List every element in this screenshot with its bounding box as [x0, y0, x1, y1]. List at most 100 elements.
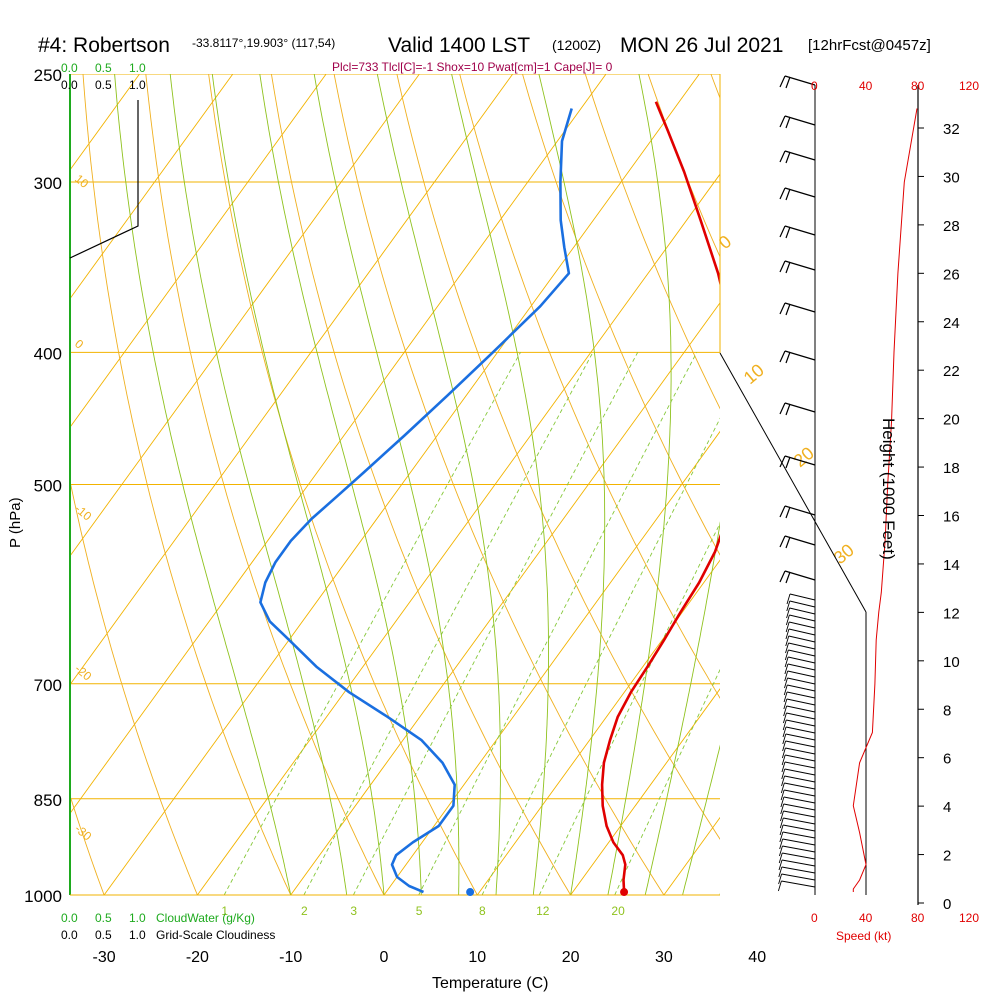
wind-barb-flag [782, 740, 787, 752]
wind-barb-flag [784, 670, 789, 682]
isotherm [70, 74, 607, 815]
moist-adiabat [644, 521, 720, 896]
dry-adiabat-label: -30 [72, 822, 95, 844]
wind-barb [787, 670, 816, 678]
wind-barb [785, 726, 816, 734]
wind-barb [784, 761, 816, 769]
wind-barb-flag [780, 796, 785, 808]
wind-barb-flag [779, 75, 786, 88]
dry-adiabat [522, 74, 720, 556]
wind-barb-flag [785, 536, 791, 549]
isotherm [70, 74, 327, 429]
wind-barb-flag [785, 151, 791, 164]
wind-barb [785, 740, 816, 748]
wind-barb [788, 635, 816, 643]
wind-barb [786, 698, 816, 706]
wind-barb-flag [786, 607, 791, 619]
wind-speed-profile [852, 108, 918, 892]
pressure-tick-label: 400 [34, 344, 62, 363]
isotherm [70, 74, 514, 686]
isotherm [851, 74, 1000, 895]
wind-barb-flag [784, 649, 789, 661]
speed-tick-bottom-0: 0 [811, 911, 818, 925]
wind-barb [781, 880, 816, 888]
cloud-scale-top-1: 1.0 [129, 61, 146, 75]
moist-adiabat-label: 20 [790, 443, 818, 471]
mixing-ratio-line [352, 352, 639, 896]
height-tick-label: 24 [943, 315, 960, 332]
height-tick-label: 18 [943, 460, 960, 477]
cloud-scale-top-05: 0.5 [95, 61, 112, 75]
wind-barb [788, 642, 816, 650]
dry-adiabat [584, 74, 720, 410]
wind-barb-flag [785, 635, 790, 647]
wind-barb-flag [779, 570, 786, 583]
mixing-ratio-label: 12 [536, 904, 550, 918]
surface-temperature-marker [620, 888, 629, 897]
dry-adiabat [82, 74, 292, 896]
utc-time: (1200Z) [552, 37, 601, 53]
wind-barb-flag [785, 506, 791, 519]
cloud-water-label: CloudWater (g/Kg) [156, 911, 255, 925]
isotherm [70, 74, 420, 557]
wind-barb [782, 845, 816, 853]
valid-time: Valid 1400 LST [388, 34, 530, 57]
cloudiness-scale-bottom-0: 0.0 [61, 928, 78, 942]
temperature-tick-label: 20 [562, 949, 580, 966]
dry-adiabat [0, 74, 11, 895]
temperature-tick-label: -10 [279, 949, 302, 966]
pressure-tick-label: 1000 [24, 887, 62, 906]
moist-adiabat [682, 744, 720, 896]
dry-adiabat [899, 74, 1000, 895]
wind-barb [784, 768, 816, 776]
wind-barb [789, 593, 816, 601]
wind-barb [787, 663, 816, 671]
height-tick-label: 10 [943, 654, 960, 671]
wind-barb-flag [779, 838, 784, 850]
mixing-ratio-line [538, 522, 720, 896]
pressure-tick-label: 300 [34, 174, 62, 193]
dry-adiabat [333, 74, 665, 896]
wind-barb-flag [783, 698, 788, 710]
wind-barb [788, 628, 816, 636]
wind-barb [788, 649, 816, 657]
temperature-tick-label: 40 [748, 949, 766, 966]
wind-barb-flag [778, 859, 783, 871]
isotherm [290, 302, 720, 896]
dry-adiabat [208, 74, 478, 896]
moist-adiabat [451, 74, 549, 896]
mixing-ratio-line [614, 668, 720, 896]
height-axis-label: Height (1000 Feet) [879, 418, 898, 560]
wind-barb [787, 684, 816, 692]
dry-adiabat-label: 10 [72, 172, 91, 192]
wind-barb-flag [779, 302, 786, 315]
wind-barb-flag [784, 677, 788, 689]
wind-barb-flag [779, 225, 786, 238]
moist-adiabat [607, 74, 672, 896]
height-tick-label: 8 [943, 702, 951, 719]
valid-date: MON 26 Jul 2021 [620, 34, 783, 57]
temperature-tick-label: -30 [93, 949, 116, 966]
wind-barb-flag [779, 187, 786, 200]
wind-barb-flag [785, 628, 790, 640]
wind-barb-flag [780, 803, 785, 815]
wind-barb-flag [785, 351, 791, 364]
pressure-tick-label: 250 [34, 66, 62, 85]
wind-barb-flag [785, 76, 791, 89]
x-axis-label: Temperature (C) [432, 975, 548, 992]
wind-barb-flag [781, 754, 786, 766]
mixing-ratio-label: 5 [416, 904, 423, 918]
wind-barb-flag [783, 705, 788, 717]
cloudiness-trace [69, 100, 139, 259]
speed-tick-bottom-40: 40 [859, 911, 873, 925]
dry-adiabat [459, 74, 720, 699]
wind-barb-flag [779, 831, 784, 843]
mixing-ratio-line [418, 352, 698, 896]
dry-adiabat [962, 74, 1000, 895]
moist-adiabat [169, 74, 348, 896]
forecast-label: [12hrFcst@0457z] [808, 37, 931, 54]
mixing-ratio-label: 3 [350, 904, 357, 918]
dry-adiabat [145, 74, 385, 896]
height-tick-label: 32 [943, 121, 960, 138]
